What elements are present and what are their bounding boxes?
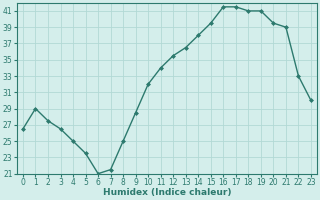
X-axis label: Humidex (Indice chaleur): Humidex (Indice chaleur) <box>103 188 231 197</box>
